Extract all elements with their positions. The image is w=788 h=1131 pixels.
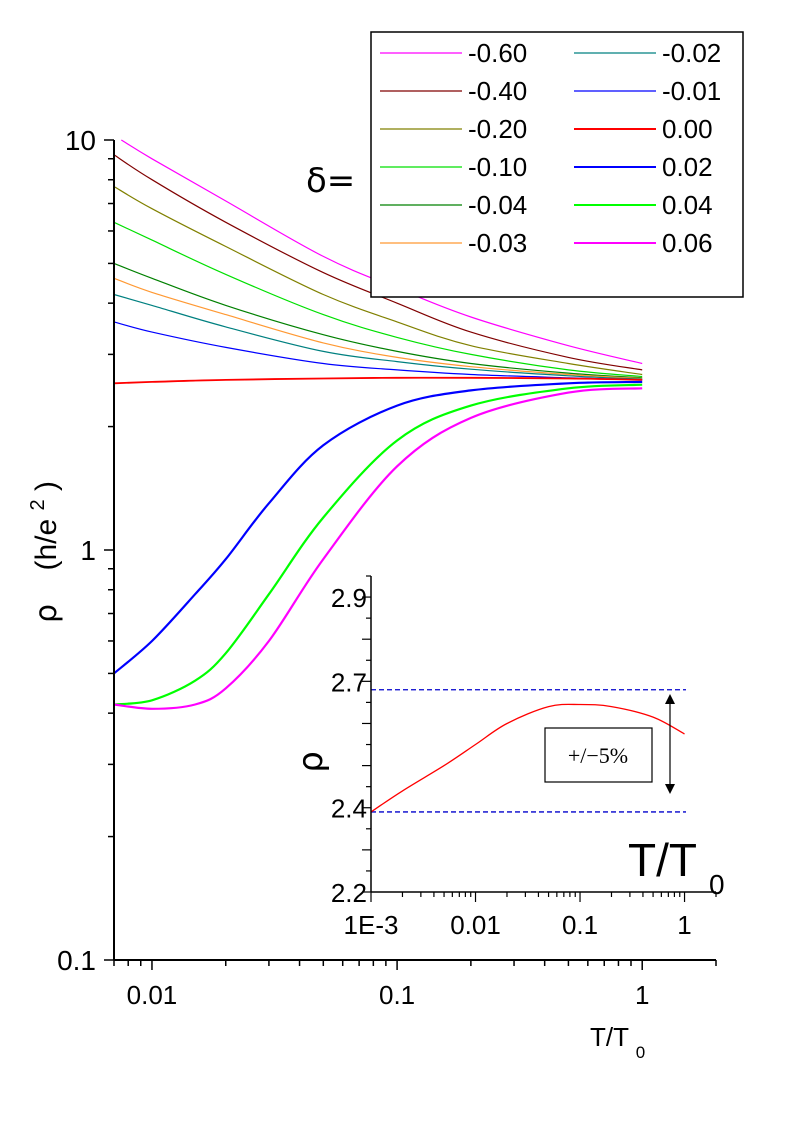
legend-label--0.01: -0.01 [662,76,721,106]
y-axis-unit-close: ) [30,481,63,491]
series-line--0.03 [113,277,643,380]
series-line--0.01 [113,321,643,381]
legend-label-0.06: 0.06 [662,228,713,258]
legend-label-0.02: 0.02 [662,152,713,182]
legend-entries: -0.60 -0.40 -0.20 -0.10 -0.04 -0.03 -0.02 -0.01… [380,38,721,258]
x-axis-label-base: T/T [590,1022,629,1052]
legend: -0.60 -0.40 -0.20 -0.10 -0.04 -0.03 -0.02 -0.01… [370,31,744,298]
series-line--0.02 [113,293,643,380]
legend-label--0.40: -0.40 [468,76,527,106]
inset-chart: 1E-3 0.01 0.1 1 2.2 2.4 2.7 2.9 +/−5% ρ T/T 0 [291,575,725,940]
inset-annotation-text: +/−5% [568,743,628,768]
y-axis-rho-symbol: ρ [29,604,64,623]
inset-arrow-head-down [665,784,675,794]
inset-tick-labels-group: 1E-3 0.01 0.1 1 2.2 2.4 2.7 2.9 [331,583,692,940]
legend-label--0.02: -0.02 [662,38,721,68]
series-line--0.10 [113,221,643,378]
inset-y-tick-label: 2.9 [331,583,367,613]
series-line--0.40 [113,154,643,371]
inset-y-tick-label: 2.2 [331,878,367,908]
x-axis-label-sub: 0 [636,1043,645,1062]
legend-label--0.03: -0.03 [468,228,527,258]
inset-x-tick-label: 0.1 [562,910,598,940]
inset-x-tick-label: 1 [677,910,691,940]
main-x-axis-label: T/T 0 [590,1022,645,1062]
inset-x-axis-label: T/T 0 [628,834,725,900]
legend-label-0.00: 0.00 [662,114,713,144]
series-line--0.20 [113,185,643,376]
inset-x-label-base: T/T [628,834,697,886]
main-tick-labels-group: 0.01 0.1 1 0.1 1 10 [57,125,649,1010]
series-line--0.60 [120,139,643,365]
inset-series-line [370,703,685,813]
y-axis-unit-open: (h/e [30,519,63,571]
inset-x-label-sub: 0 [709,869,725,900]
inset-ticks-group [362,575,717,902]
legend-label--0.20: -0.20 [468,114,527,144]
main-y-axis-label: ρ (h/e 2 ) [18,481,64,623]
inset-x-tick-label: 1E-3 [344,910,399,940]
x-tick-label: 1 [635,980,649,1010]
legend-label--0.60: -0.60 [468,38,527,68]
y-tick-label: 1 [80,535,96,566]
legend-label-0.04: 0.04 [662,190,713,220]
inset-arrow-head-up [665,694,675,704]
y-tick-label: 0.1 [57,945,96,976]
inset-background [371,576,716,892]
series-line--0.04 [113,262,643,379]
inset-y-tick-label: 2.7 [331,667,367,697]
inset-y-axis-label: ρ [291,751,331,773]
legend-label--0.04: -0.04 [468,190,527,220]
legend-delta-symbol: δ= [306,161,355,201]
inset-annotation-box [544,727,653,783]
main-series-group [113,139,643,710]
inset-series-group [370,703,685,813]
series-line-0.06 [113,387,643,710]
x-tick-label: 0.01 [127,980,178,1010]
series-line-0.00 [113,376,643,385]
main-ticks-group [104,139,717,970]
legend-label--0.10: -0.10 [468,152,527,182]
inset-x-tick-label: 0.01 [450,910,501,940]
y-axis-unit-sup: 2 [27,499,49,510]
y-axis-spacer [30,579,63,596]
inset-y-tick-label: 2.4 [331,794,367,824]
x-tick-label: 0.1 [379,980,415,1010]
series-line-0.04 [113,383,643,706]
y-tick-label: 10 [65,125,96,156]
series-line-0.02 [113,380,643,675]
legend-box [370,31,744,298]
